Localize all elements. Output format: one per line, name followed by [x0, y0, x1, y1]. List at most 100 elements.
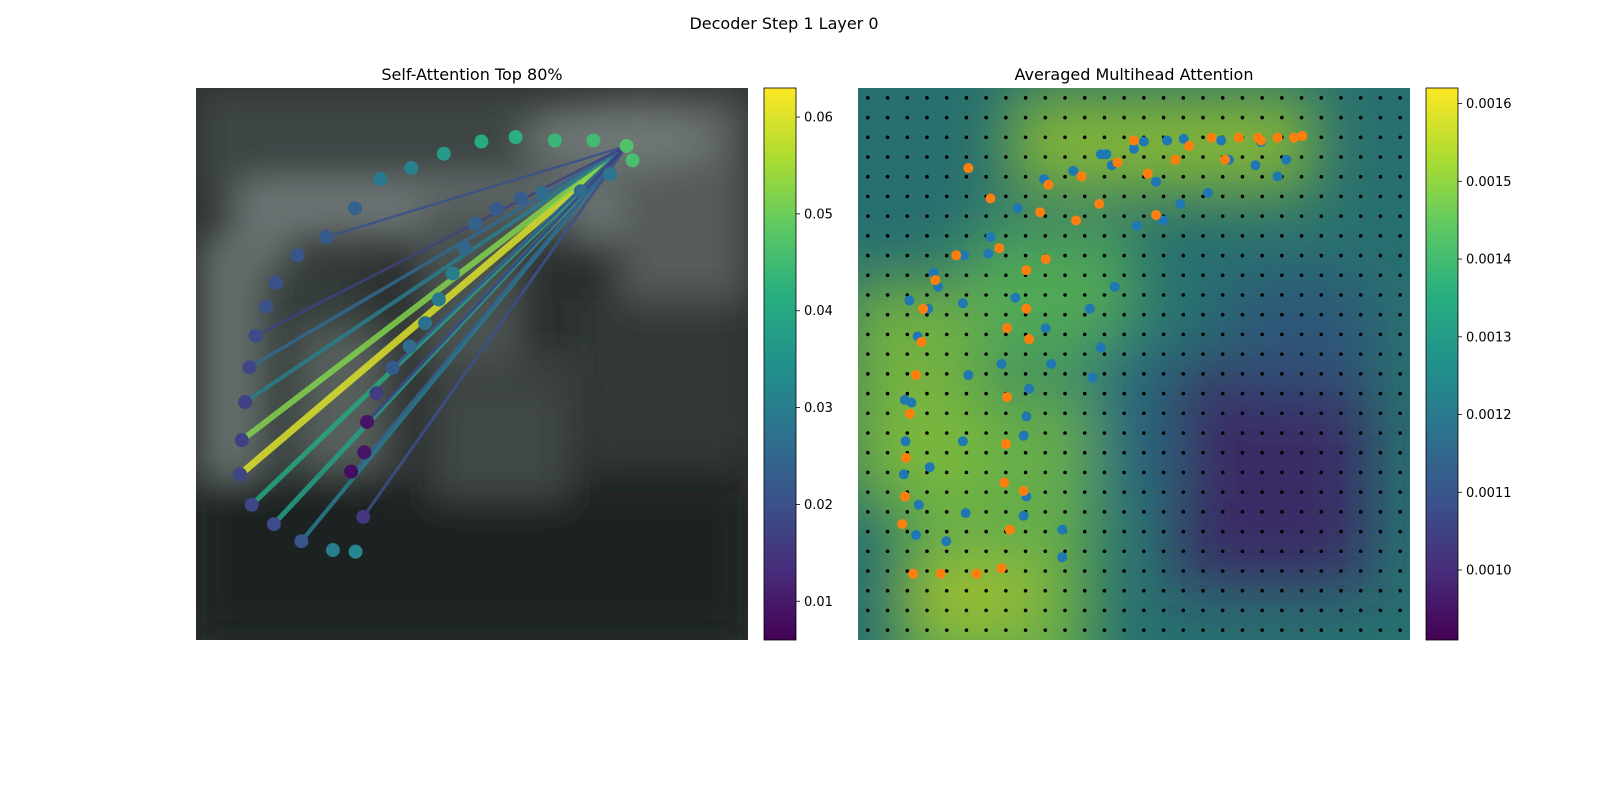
sequence-point [489, 201, 504, 216]
grid-dot [905, 569, 910, 573]
grid-dot [1043, 372, 1048, 376]
grid-dot [1181, 628, 1186, 632]
grid-dot [964, 628, 969, 632]
grid-dot [1319, 214, 1324, 218]
grid-dot [1161, 411, 1166, 416]
grid-dot [984, 312, 988, 317]
grid-dot [1398, 273, 1402, 278]
grid-dot [1378, 450, 1383, 455]
grid-dot [1023, 194, 1028, 199]
grid-dot [1319, 588, 1324, 593]
grid-dot [866, 450, 870, 455]
sequence-point [347, 201, 362, 216]
grid-dot [1023, 529, 1028, 534]
grid-dot [1043, 391, 1048, 396]
grid-dot [1378, 549, 1383, 554]
grid-dot [1378, 332, 1383, 337]
grid-dot [1023, 253, 1028, 258]
grid-dot [1102, 391, 1107, 396]
grid-dot [1043, 588, 1048, 593]
grid-dot [866, 174, 870, 179]
grid-dot [925, 115, 929, 120]
grid-dot [1063, 174, 1067, 179]
grid-dot [1023, 115, 1028, 120]
grid-dot [1240, 510, 1245, 514]
grid-dot [1082, 194, 1087, 199]
grid-dot [1122, 450, 1126, 455]
grid-dot [984, 174, 988, 179]
grid-dot [1201, 312, 1205, 317]
grid-dot [1102, 253, 1107, 258]
reference-point [1024, 334, 1035, 345]
grid-dot [984, 628, 988, 632]
grid-dot [866, 391, 870, 396]
grid-dot [1122, 372, 1126, 376]
grid-dot [964, 214, 969, 218]
grid-dot [944, 372, 949, 376]
grid-dot [1358, 549, 1363, 554]
grid-dot [1181, 115, 1186, 120]
reference-point [1281, 154, 1292, 165]
grid-dot [1299, 569, 1304, 573]
sequence-point [402, 339, 417, 354]
grid-dot [925, 194, 929, 199]
grid-dot [885, 253, 890, 258]
grid-dot [925, 352, 929, 356]
grid-dot [1043, 608, 1048, 613]
reference-point [1158, 215, 1169, 226]
grid-dot [1181, 372, 1186, 376]
grid-dot [1102, 135, 1107, 140]
reference-point [1004, 524, 1015, 535]
grid-dot [1161, 569, 1166, 573]
grid-dot [1240, 115, 1245, 120]
grid-dot [1240, 490, 1245, 494]
grid-dot [1240, 391, 1245, 396]
grid-dot [1161, 628, 1166, 632]
grid-dot [866, 549, 870, 554]
grid-dot [905, 549, 910, 554]
grid-dot [1142, 431, 1146, 435]
grid-dot [1063, 234, 1067, 238]
grid-dot [1043, 529, 1048, 534]
grid-dot [1102, 510, 1107, 514]
grid-dot [944, 135, 949, 140]
left-colorbar-tick-label: 0.05 [804, 207, 833, 222]
grid-dot [1358, 135, 1363, 140]
grid-dot [1122, 470, 1126, 475]
grid-dot [944, 155, 949, 159]
sequence-point [348, 544, 363, 559]
grid-dot [1319, 391, 1324, 396]
grid-dot [1240, 569, 1245, 573]
grid-dot [1181, 569, 1186, 573]
grid-dot [1082, 608, 1087, 613]
sequence-point [468, 216, 483, 231]
sequence-point [266, 517, 281, 532]
grid-dot [1220, 628, 1225, 632]
grid-dot [1201, 490, 1205, 494]
grid-dot [964, 293, 969, 297]
sequence-point [404, 161, 419, 176]
grid-dot [984, 352, 988, 356]
grid-dot [885, 431, 890, 435]
attention-line [239, 143, 629, 443]
attention-line [237, 143, 629, 478]
grid-dot [1102, 372, 1107, 376]
grid-dot [1043, 135, 1048, 140]
grid-dot [1319, 253, 1324, 258]
grid-dot [964, 411, 969, 416]
grid-dot [1260, 391, 1264, 396]
grid-dot [885, 135, 890, 140]
grid-dot [1339, 214, 1343, 218]
reference-point [904, 295, 915, 306]
grid-dot [1280, 529, 1284, 534]
grid-dot [1240, 372, 1245, 376]
grid-dot [1299, 391, 1304, 396]
grid-dot [1043, 431, 1048, 435]
grid-dot [1220, 588, 1225, 593]
grid-dot [1122, 234, 1126, 238]
grid-dot [1082, 588, 1087, 593]
grid-dot [1122, 115, 1126, 120]
right-panel-title: Averaged Multihead Attention [1015, 65, 1254, 84]
grid-dot [1398, 549, 1402, 554]
grid-dot [1358, 470, 1363, 475]
